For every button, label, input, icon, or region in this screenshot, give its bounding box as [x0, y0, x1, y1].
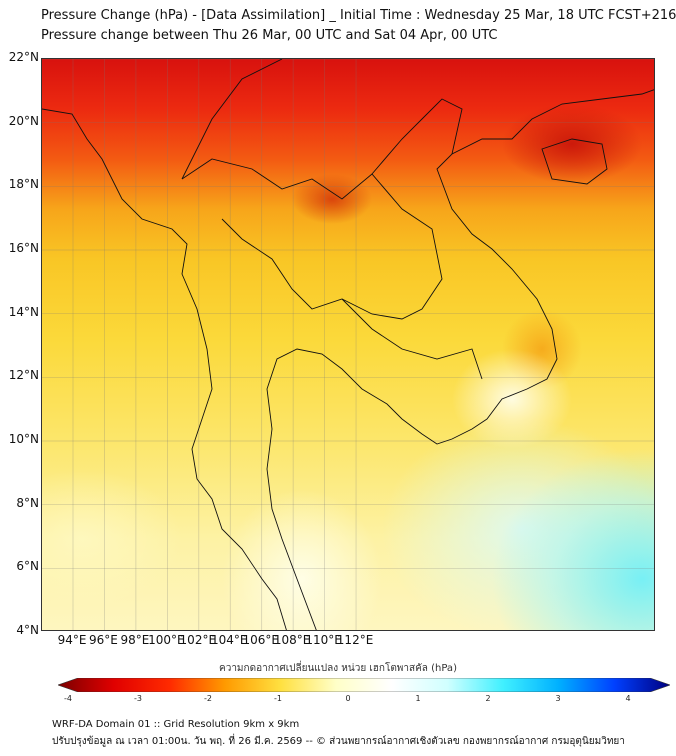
coastline-mainland — [42, 108, 287, 630]
lon-label: 108°E — [273, 633, 311, 647]
coastlines-borders — [42, 59, 654, 630]
colorbar-tick: -1 — [274, 694, 282, 703]
lon-label: 112°E — [336, 633, 374, 647]
lat-label: 14°N — [8, 304, 39, 319]
pressure-change-map — [41, 58, 655, 631]
colorbar-fill — [58, 678, 670, 692]
lat-label: 10°N — [8, 432, 39, 446]
lon-label: 100°E — [148, 633, 185, 647]
lon-label: 110°E — [305, 633, 342, 647]
lon-label: 94°E — [57, 633, 87, 647]
footer-model-info: WRF-DA Domain 01 :: Grid Resolution 9km … — [52, 719, 300, 730]
lat-label: 4°N — [16, 623, 39, 637]
colorbar-tick: 1 — [415, 694, 421, 703]
lat-label: 20°N — [8, 113, 39, 128]
lon-label: 104°E — [211, 633, 248, 647]
colorbar-tick: -4 — [64, 694, 72, 703]
footer-credit: ปรับปรุงข้อมูล ณ เวลา 01:00น. วัน พฤ. ที… — [52, 736, 625, 747]
chart-title: Pressure Change (hPa) - [Data Assimilati… — [41, 8, 676, 23]
lon-label: 102°E — [179, 633, 217, 647]
lat-label: 6°N — [16, 559, 39, 574]
lat-label: 16°N — [8, 241, 39, 255]
lon-label: 106°E — [242, 633, 279, 647]
colorbar-tick: 3 — [555, 694, 561, 703]
colorbar-tick: 0 — [345, 694, 351, 703]
lat-label: 18°N — [8, 177, 39, 192]
lat-label: 12°N — [8, 368, 39, 383]
border-thailand — [181, 158, 443, 320]
border-laos-vietnam — [371, 98, 463, 175]
coastline-gulf — [266, 89, 654, 630]
lat-label: 8°N — [16, 495, 39, 510]
lon-label: 98°E — [120, 633, 150, 647]
lat-label: 22°N — [8, 50, 39, 64]
chart-subtitle: Pressure change between Thu 26 Mar, 00 U… — [41, 28, 498, 43]
colorbar-tick: -2 — [204, 694, 212, 703]
lon-label: 96°E — [89, 633, 118, 647]
colorbar-tick: -3 — [134, 694, 142, 703]
map-overlay — [42, 59, 654, 630]
colorbar — [58, 678, 670, 692]
colorbar-tick: 4 — [625, 694, 631, 703]
colorbar-label: ความกดอากาศเปลี่ยนแปลง หน่วย เฮกโตพาสคัล… — [219, 663, 457, 674]
coastline-hainan — [541, 138, 608, 185]
colorbar-tick: 2 — [485, 694, 491, 703]
border-myanmar — [181, 59, 283, 180]
border-cambodia — [341, 298, 483, 380]
graticule — [42, 59, 654, 630]
